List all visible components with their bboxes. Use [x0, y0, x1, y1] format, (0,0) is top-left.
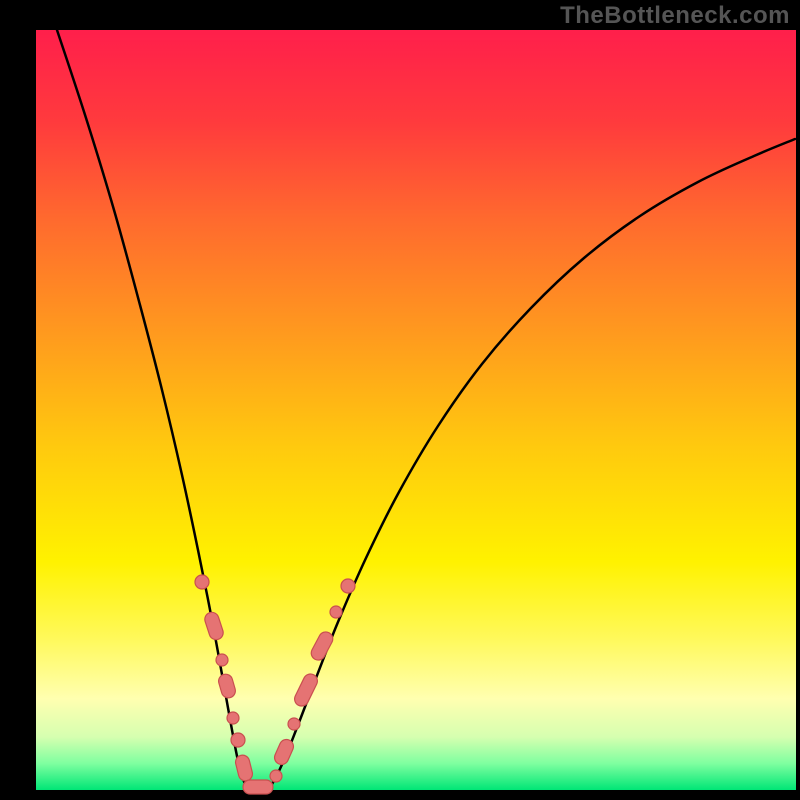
- chart-root: TheBottleneck.com: [0, 0, 800, 800]
- curve-marker: [243, 780, 273, 794]
- curve-marker: [288, 718, 300, 730]
- curve-marker: [216, 654, 228, 666]
- curve-marker: [309, 629, 335, 662]
- curve-marker: [195, 575, 209, 589]
- curve-marker: [217, 673, 237, 700]
- curve-marker: [330, 606, 342, 618]
- curve-marker: [231, 733, 245, 747]
- curve-marker: [227, 712, 239, 724]
- curve-marker: [292, 672, 319, 709]
- marker-group: [195, 575, 355, 794]
- curve-marker: [234, 754, 254, 783]
- curve-marker: [203, 611, 225, 642]
- plot-area: [36, 30, 796, 790]
- curve-right-branch: [264, 139, 795, 790]
- curve-layer: [36, 30, 796, 790]
- curve-marker: [270, 770, 282, 782]
- curve-marker: [272, 737, 295, 766]
- curve-marker: [341, 579, 355, 593]
- watermark-text: TheBottleneck.com: [560, 2, 790, 30]
